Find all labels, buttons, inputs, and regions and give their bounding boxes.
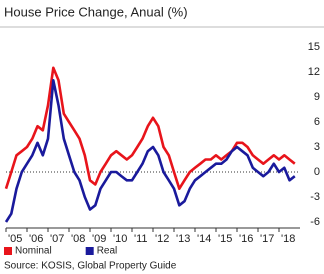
legend-label: Real — [97, 246, 118, 257]
x-tick-label: '17 — [260, 233, 274, 245]
x-tick-label: '16 — [239, 233, 253, 245]
legend-swatch — [85, 247, 94, 255]
chart-title: House Price Change, Anual (%) — [4, 4, 188, 19]
y-tick-label: 6 — [314, 116, 320, 128]
y-tick-label: -6 — [310, 216, 320, 228]
y-tick-label: 12 — [308, 66, 320, 78]
legend-swatch — [4, 247, 12, 255]
x-tick-label: '12 — [155, 233, 169, 245]
x-tick-label: '15 — [218, 233, 232, 245]
x-tick-label: '05 — [8, 233, 22, 245]
x-tick-label: '10 — [113, 233, 127, 245]
x-tick-label: '14 — [197, 233, 211, 245]
x-tick-label: '06 — [29, 233, 43, 245]
legend-label: Nominal — [15, 246, 52, 257]
x-tick-label: '08 — [71, 233, 85, 245]
y-tick-label: 3 — [314, 141, 320, 153]
x-tick-label: '11 — [134, 233, 148, 245]
y-tick-label: 9 — [314, 91, 320, 103]
x-tick-label: '09 — [92, 233, 106, 245]
y-tick-label: -3 — [310, 191, 320, 203]
series-line — [4, 79, 296, 223]
source: Source: KOSIS, Global Property Guide — [4, 261, 177, 272]
series-line — [4, 66, 296, 190]
y-tick-label: 0 — [314, 166, 320, 178]
x-tick-label: '13 — [176, 233, 190, 245]
y-tick-label: 15 — [308, 41, 320, 53]
x-tick-label: '07 — [50, 233, 64, 245]
x-tick-label: '18 — [281, 233, 295, 245]
